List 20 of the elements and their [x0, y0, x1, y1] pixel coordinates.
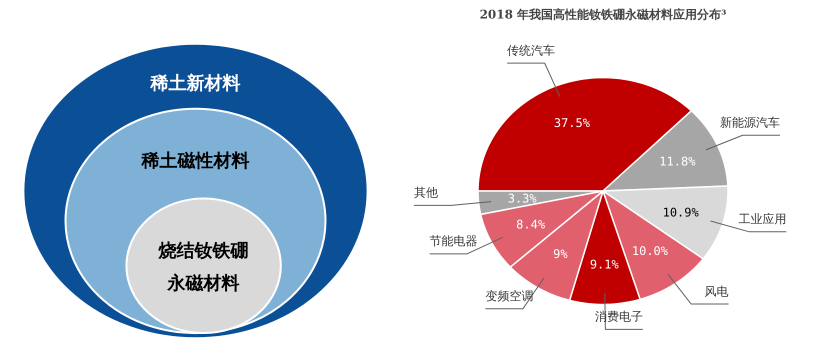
- slice-label: 风电: [704, 284, 729, 298]
- slice-label: 节能电器: [430, 234, 478, 248]
- slice-label: 新能源汽车: [720, 116, 780, 130]
- chart-title: 2018 年我国高性能钕铁硼永磁材料应用分布³: [480, 8, 726, 22]
- text: 稀土新材料: [150, 72, 240, 94]
- text: 烧结钕铁硼: [158, 240, 249, 262]
- data-label: 8.4%: [516, 217, 546, 232]
- data-label: 37.5%: [554, 116, 591, 130]
- text: 稀土磁性材料: [140, 150, 250, 172]
- slice-label: 变频空调: [485, 289, 534, 304]
- slice-label: 其他: [414, 186, 438, 200]
- data-label: 10.9%: [662, 206, 700, 220]
- data-label: 9%: [553, 246, 568, 261]
- data-label: 3.3%: [508, 192, 538, 206]
- data-label: 10.0%: [632, 244, 669, 258]
- slice-label: 传统汽车: [507, 43, 556, 58]
- slice-label: 工业应用: [738, 212, 786, 226]
- text: 永磁材料: [166, 273, 240, 294]
- data-label: 9.1%: [590, 258, 620, 272]
- data-label: 11.8%: [659, 154, 696, 168]
